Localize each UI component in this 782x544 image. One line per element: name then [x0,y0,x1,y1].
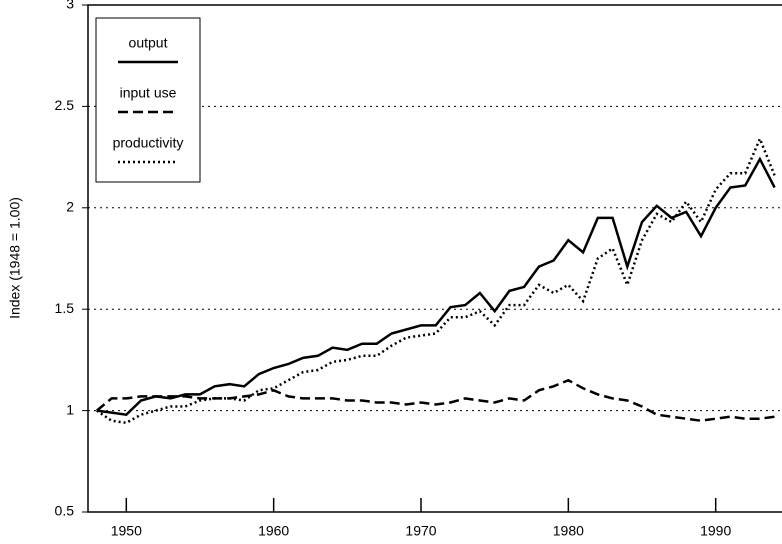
x-tick-label: 1960 [258,523,289,539]
x-tick-label: 1990 [700,523,731,539]
legend-label: productivity [113,135,184,151]
x-tick-label: 1950 [111,523,142,539]
y-tick-label: 1.5 [55,300,75,316]
y-tick-label: 3 [66,0,74,12]
legend-label: output [129,35,168,51]
legend-label: input use [120,85,177,101]
plot-frame [87,4,782,513]
series-line [96,378,775,422]
y-tick-label: 2 [66,199,74,215]
legend-box [95,17,201,183]
y-tick-label: 1 [66,401,74,417]
y-tick-label: 2.5 [55,97,75,113]
x-tick-label: 1980 [553,523,584,539]
y-tick-label: 0.5 [55,503,75,519]
x-tick-label: 1970 [405,523,436,539]
y-axis-label: Index (1948 = 1.00) [7,197,23,319]
series-line [96,135,776,425]
series-line [96,156,776,417]
